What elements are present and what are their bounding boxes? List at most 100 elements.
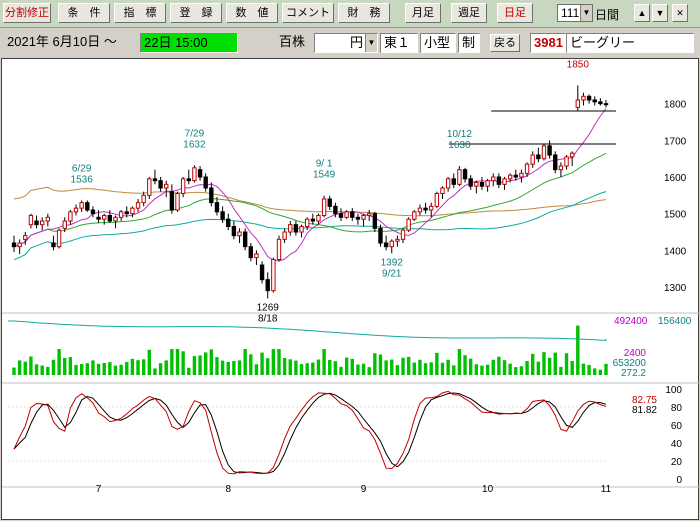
price-tick-label: 1700	[664, 136, 687, 147]
currency-select[interactable]: 円 ▼	[314, 33, 378, 53]
price-tick-label: 1600	[664, 173, 687, 184]
volume-bar	[333, 361, 338, 375]
candle-body	[479, 182, 485, 187]
volume-ma-line	[8, 320, 607, 341]
volume-bar	[243, 349, 247, 375]
period-select[interactable]: 111 ▼	[557, 4, 593, 22]
month-label: 8	[225, 484, 231, 495]
candle-body	[513, 174, 518, 178]
volume-bar	[158, 363, 163, 375]
osc-tick-label: 100	[665, 385, 682, 396]
candle-body	[569, 152, 575, 158]
volume-bar	[204, 352, 208, 375]
candle-body	[45, 216, 51, 222]
stock-name: ビーグリー	[566, 33, 694, 53]
annotation-date: 7/29	[185, 128, 205, 139]
volume-bar	[57, 349, 61, 375]
volume-bar	[17, 360, 22, 375]
volume-bar	[34, 364, 39, 375]
candle-body	[406, 218, 411, 231]
toolbar: 分割修正条 件指 標登 録数 値コメント財 務月足 週足 日足 111 ▼ 日間 ▲ ▼ ✕	[0, 0, 700, 28]
toolbar-button-3[interactable]: 登 録	[170, 3, 222, 23]
toolbar-button-2[interactable]: 指 標	[114, 3, 166, 23]
volume-bar	[322, 349, 326, 375]
volume-bar	[587, 364, 591, 375]
volume-bar	[435, 352, 439, 375]
candle-body	[102, 215, 107, 220]
candle-body	[220, 211, 225, 220]
chevron-down-icon[interactable]: ▼	[580, 5, 592, 21]
candle-body	[541, 145, 547, 160]
price-tick-label: 1500	[664, 210, 687, 221]
volume-bar	[198, 355, 202, 375]
close-icon[interactable]: ✕	[672, 4, 688, 22]
volume-bar	[266, 358, 270, 375]
volume-bar	[384, 360, 388, 375]
candle-body	[581, 95, 586, 101]
volume-bar	[119, 364, 123, 375]
arrow-up-icon[interactable]: ▲	[634, 4, 650, 22]
volume-bar	[395, 365, 400, 375]
toolbar-button-9[interactable]: 日足	[497, 3, 533, 23]
toolbar-button-1[interactable]: 条 件	[58, 3, 110, 23]
toolbar-button-7[interactable]: 月足	[405, 3, 441, 23]
volume-bar	[339, 366, 343, 375]
candle-body	[423, 207, 428, 211]
candle-body	[536, 154, 541, 160]
candle-body	[502, 178, 507, 185]
chevron-down-icon[interactable]: ▼	[365, 34, 377, 52]
candle-body	[51, 242, 56, 248]
candle-body	[344, 211, 349, 218]
toolbar-button-5[interactable]: コメント	[282, 3, 334, 23]
volume-bar	[485, 364, 490, 375]
candle-body	[152, 178, 158, 182]
candle-body	[299, 226, 304, 233]
osc-value-1: 82.75	[632, 395, 657, 406]
volume-axis-label-1: 492400	[614, 316, 648, 327]
volume-bar	[232, 361, 236, 375]
candle-body	[186, 178, 191, 182]
volume-bar	[581, 363, 586, 375]
candle-body	[90, 209, 96, 215]
size-label: 小型	[420, 33, 456, 53]
candle-body	[547, 145, 552, 156]
toolbar-button-4[interactable]: 数 値	[226, 3, 278, 23]
volume-bar	[175, 349, 180, 375]
candle-body	[491, 176, 496, 182]
candle-body	[507, 174, 513, 180]
back-button[interactable]: 戻る	[490, 34, 520, 52]
toolbar-button-8[interactable]: 週足	[451, 3, 487, 23]
candle-body	[164, 183, 169, 189]
toolbar-button-6[interactable]: 財 務	[338, 3, 390, 23]
candle-body	[553, 154, 558, 171]
volume-bar	[187, 367, 191, 375]
volume-bar	[153, 368, 157, 375]
candle-body	[327, 198, 332, 207]
volume-bar	[226, 361, 230, 375]
candle-body	[519, 172, 524, 178]
candle-body	[209, 187, 214, 204]
candle-body	[175, 193, 180, 211]
volume-bar	[63, 358, 67, 375]
ma-mid-line	[13, 191, 607, 260]
arrow-down-icon[interactable]: ▼	[652, 4, 668, 22]
volume-bar	[74, 364, 78, 375]
volume-bar	[463, 355, 467, 375]
osc-tick-label: 20	[671, 457, 683, 468]
volume-bar	[170, 349, 174, 375]
candle-body	[440, 187, 445, 194]
volume-bar	[390, 359, 394, 375]
annotation-value: 1269	[257, 302, 280, 313]
candle-body	[304, 218, 310, 228]
toolbar-button-0[interactable]: 分割修正	[3, 3, 51, 23]
volume-bar	[305, 363, 309, 375]
margin-label: 制	[458, 33, 480, 53]
candle-body	[214, 202, 220, 213]
volume-bar	[46, 366, 50, 375]
annotation-value: 1850	[567, 59, 590, 70]
candle-body	[575, 99, 581, 108]
candle-body	[254, 253, 259, 259]
volume-bar	[593, 368, 597, 375]
candle-body	[135, 202, 141, 209]
volume-bar	[480, 365, 484, 375]
